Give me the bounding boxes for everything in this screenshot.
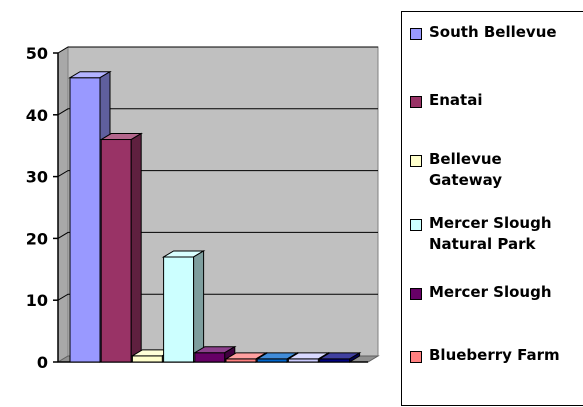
gridline: [57, 231, 378, 239]
y-tick-label: 10: [26, 291, 48, 310]
legend-item: South Bellevue: [410, 23, 579, 43]
bar-side: [130, 132, 142, 363]
bar: [317, 352, 362, 363]
legend-swatch: [410, 351, 422, 363]
bars: [68, 70, 362, 363]
legend-label: Mercer Slough: [429, 283, 552, 301]
legend-swatch: [410, 219, 422, 231]
bar: [161, 250, 206, 363]
legend-item: Blueberry Farm: [410, 346, 579, 366]
legend-swatch: [410, 96, 422, 108]
bar: [255, 352, 300, 363]
bar: [224, 352, 268, 363]
bar-front: [69, 77, 101, 363]
legend-item: Bellevue Gateway: [410, 150, 579, 191]
y-tick-label: 30: [26, 168, 48, 187]
legend-label: Enatai: [429, 91, 483, 109]
bar-front: [163, 256, 195, 363]
bar: [192, 345, 237, 363]
gridline: [57, 293, 378, 301]
gridlines: [57, 46, 378, 301]
legend-swatch: [410, 288, 422, 300]
bar-side: [349, 352, 361, 363]
legend-swatch: [410, 28, 422, 40]
bar-front: [194, 352, 226, 363]
bar: [99, 132, 144, 363]
gridline: [57, 108, 378, 116]
legend-label: Bellevue Gateway: [429, 150, 503, 189]
y-tick-label: 50: [26, 44, 48, 63]
y-tick-label: 20: [26, 229, 48, 248]
bar-front: [100, 139, 132, 363]
side-wall: [57, 46, 69, 363]
y-tick-labels: 0 10 20 30 40 50: [26, 44, 48, 372]
y-tick-label: 40: [26, 106, 48, 125]
legend-label: South Bellevue: [429, 23, 557, 41]
legend-item: Mercer Slough Natural Park: [410, 214, 579, 255]
bar-side: [193, 250, 205, 363]
bar-front: [131, 355, 163, 363]
legend-label: Blueberry Farm: [429, 346, 560, 364]
gridline: [57, 46, 378, 54]
legend-item: Mercer Slough: [410, 283, 579, 303]
legend-swatch: [410, 155, 422, 167]
legend-item: Enatai: [410, 91, 579, 111]
legend-label: Mercer Slough Natural Park: [429, 214, 552, 253]
y-tick-label: 0: [37, 353, 48, 372]
legend: South Bellevue Enatai Bellevue Gateway Merc…: [401, 11, 583, 406]
gridline: [57, 170, 378, 178]
